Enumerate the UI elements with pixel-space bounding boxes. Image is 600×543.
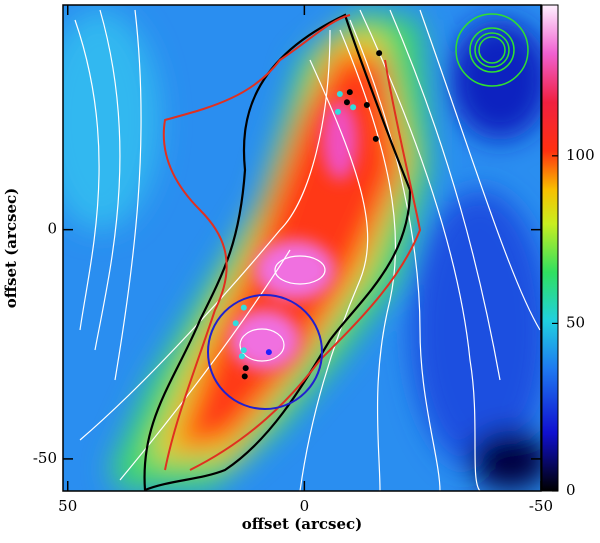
point [343, 99, 350, 106]
x-tick-label: 50 [58, 497, 77, 515]
point [334, 108, 341, 115]
point [238, 353, 245, 360]
x-tick-label: -50 [529, 497, 553, 515]
point [242, 365, 249, 372]
point [240, 347, 247, 354]
plot-frame [62, 4, 542, 492]
x-axis-title: offset (arcsec) [242, 515, 363, 533]
point [363, 101, 370, 108]
intensity-map [63, 5, 541, 491]
point [346, 89, 353, 96]
point [241, 373, 248, 380]
colorbar-tick-label: 0 [566, 481, 576, 499]
point [240, 304, 247, 311]
colorbar-tick-label: 50 [566, 313, 585, 331]
point [372, 135, 379, 142]
y-axis-title: offset (arcsec) [2, 188, 20, 309]
point [336, 90, 343, 97]
colorbar [541, 4, 559, 492]
colorbar-tick-label: 100 [566, 146, 595, 164]
point [350, 104, 357, 111]
y-tick-label: 0 [47, 220, 57, 238]
y-tick-label: -50 [33, 449, 57, 467]
point [232, 320, 239, 327]
point [376, 50, 383, 57]
point [265, 349, 272, 356]
x-tick-label: 0 [300, 497, 310, 515]
